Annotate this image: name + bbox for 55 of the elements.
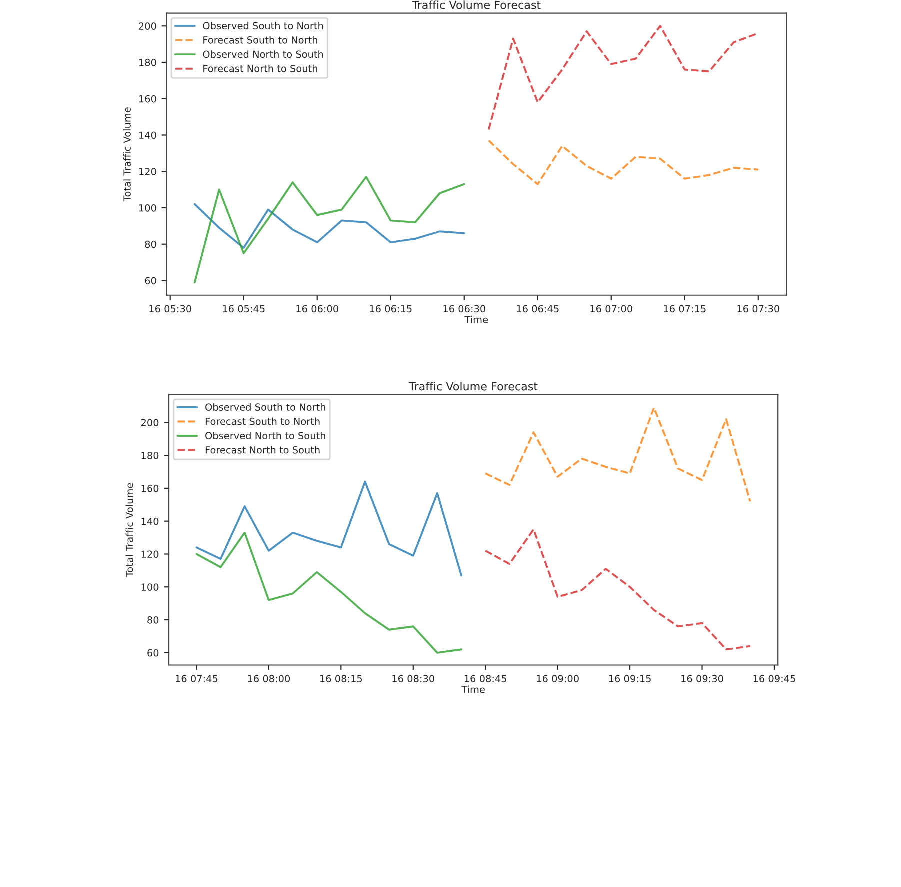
legend-label: Forecast North to South bbox=[204, 64, 318, 72]
line-series bbox=[194, 203, 466, 249]
x-tick-label: 16 05:30 bbox=[150, 305, 192, 313]
y-tick-label: 80 bbox=[148, 616, 159, 624]
x-tick-label: 16 09:45 bbox=[754, 675, 796, 682]
line-series bbox=[194, 176, 466, 284]
y-tick-label: 100 bbox=[139, 204, 156, 212]
y-tick-label: 140 bbox=[139, 132, 156, 140]
y-tick-label: 200 bbox=[141, 419, 159, 427]
legend-label: Observed South to North bbox=[206, 403, 326, 411]
line-series bbox=[488, 140, 760, 186]
y-tick-label: 80 bbox=[145, 240, 156, 248]
x-tick-label: 16 08:00 bbox=[248, 675, 290, 682]
x-tick-label: 16 08:15 bbox=[320, 675, 362, 682]
x-tick-label: 16 06:30 bbox=[444, 305, 486, 313]
line-series bbox=[484, 528, 752, 651]
x-tick-label: 16 07:00 bbox=[590, 305, 632, 313]
y-tick-label: 120 bbox=[139, 168, 156, 176]
x-tick-label: 16 05:45 bbox=[223, 305, 265, 313]
legend-label: Observed North to South bbox=[206, 432, 326, 440]
x-tick-label: 16 06:45 bbox=[517, 305, 559, 313]
x-tick-label: 16 08:45 bbox=[464, 675, 506, 682]
chart-title: Traffic Volume Forecast bbox=[409, 382, 538, 391]
x-tick-label: 16 08:30 bbox=[392, 675, 434, 682]
y-tick-label: 200 bbox=[139, 22, 156, 30]
y-tick-label: 160 bbox=[139, 95, 156, 103]
y-tick-label: 120 bbox=[142, 550, 159, 558]
legend-label: Forecast South to North bbox=[204, 36, 318, 44]
x-tick-label: 16 06:00 bbox=[296, 305, 338, 313]
y-tick-label: 180 bbox=[139, 58, 156, 66]
x-tick-label: 16 07:15 bbox=[664, 305, 706, 313]
line-series bbox=[196, 480, 463, 577]
y-tick-label: 60 bbox=[148, 649, 159, 657]
y-axis-title: Total Traffic Volume bbox=[123, 108, 131, 202]
legend-label: Observed South to North bbox=[203, 22, 324, 30]
x-tick-label: 16 07:30 bbox=[738, 305, 780, 313]
y-tick-label: 180 bbox=[142, 452, 159, 460]
legend-label: Observed North to South bbox=[203, 50, 324, 58]
x-tick-label: 16 07:45 bbox=[176, 675, 218, 682]
legend-label: Forecast North to South bbox=[206, 446, 320, 454]
legend-label: Forecast South to North bbox=[206, 418, 320, 426]
y-tick-label: 60 bbox=[145, 277, 156, 285]
y-axis-title: Total Traffic Volume bbox=[126, 483, 134, 578]
x-tick-label: 16 06:15 bbox=[370, 305, 412, 313]
chart-title: Traffic Volume Forecast bbox=[412, 0, 541, 10]
line-series bbox=[196, 532, 463, 654]
y-tick-label: 160 bbox=[142, 484, 159, 492]
y-tick-label: 140 bbox=[142, 518, 159, 526]
x-axis-title: Time bbox=[464, 316, 488, 324]
x-tick-label: 16 09:15 bbox=[609, 675, 651, 682]
line-series bbox=[484, 406, 752, 503]
y-tick-label: 100 bbox=[142, 584, 159, 591]
x-tick-label: 16 09:00 bbox=[537, 675, 579, 682]
x-tick-label: 16 09:30 bbox=[682, 675, 724, 682]
x-axis-title: Time bbox=[462, 686, 485, 694]
